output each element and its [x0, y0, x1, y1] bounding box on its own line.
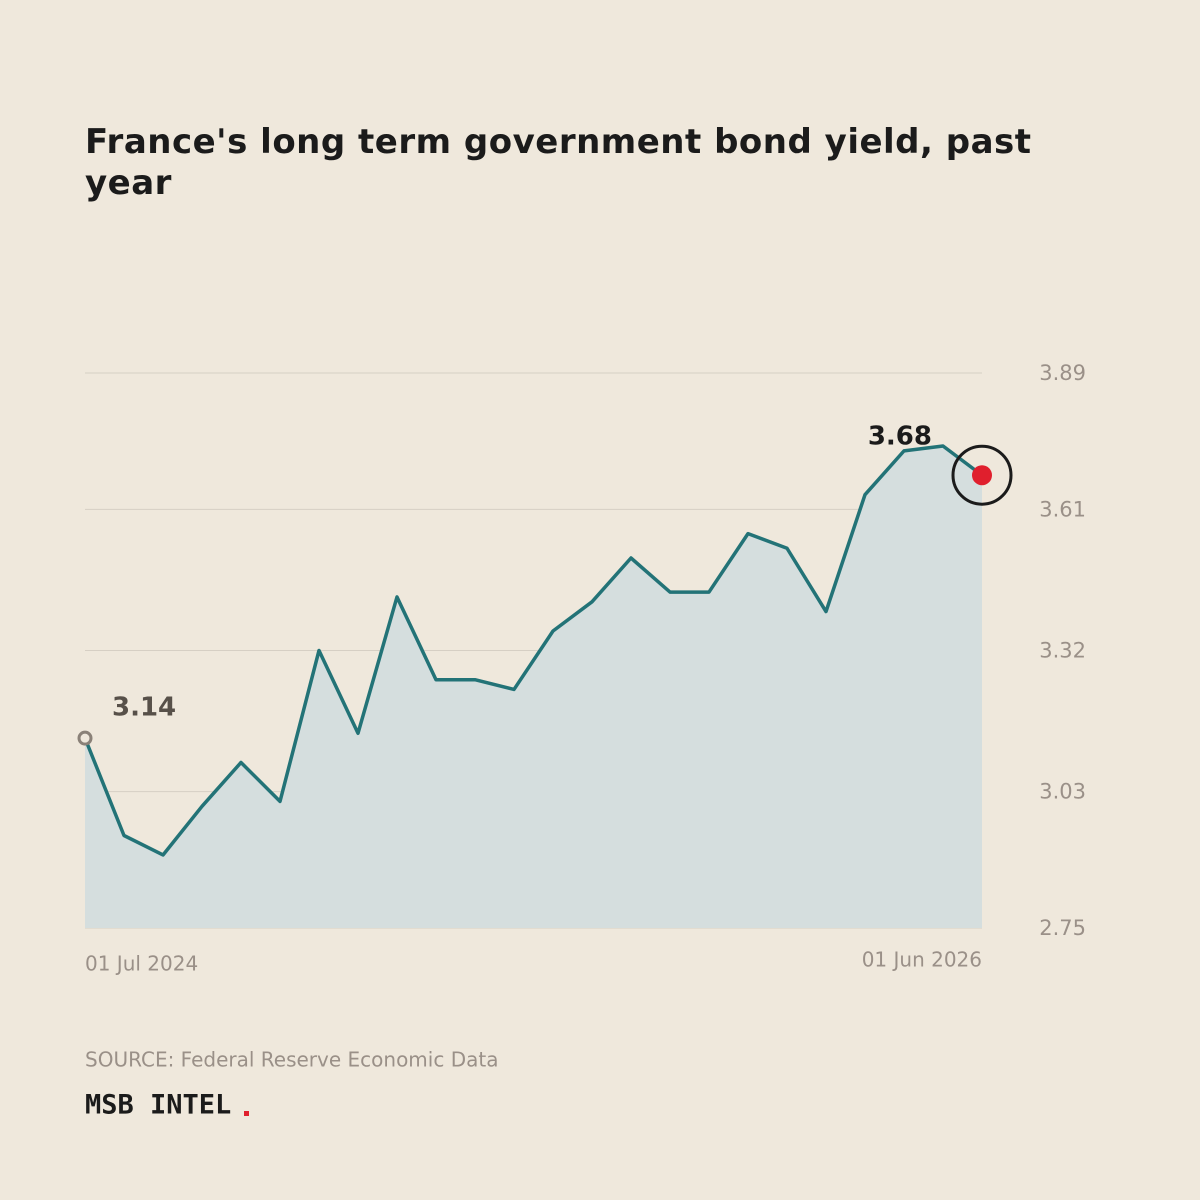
- y-tick-label: 3.61: [1039, 497, 1086, 521]
- end-ring: [951, 444, 1013, 506]
- brand: MSB INTEL: [85, 1090, 231, 1121]
- y-tick-label: 3.03: [1039, 780, 1086, 804]
- y-tick-label: 3.32: [1039, 639, 1086, 663]
- y-tick-label: 3.89: [1039, 361, 1086, 385]
- source: SOURCE: Federal Reserve Economic Data: [85, 1048, 498, 1072]
- brand-dot: [244, 1111, 249, 1116]
- end-value-label: 3.68: [868, 422, 932, 452]
- chart-title: France's long term government bond yield…: [85, 122, 1032, 203]
- line: [83, 444, 984, 857]
- x-tick-label: 01 Jun 2026: [862, 948, 982, 972]
- start-marker: [77, 730, 93, 746]
- start-value-label: 3.14: [112, 693, 176, 723]
- area: [85, 446, 982, 928]
- y-tick-label: 2.75: [1039, 916, 1086, 940]
- x-tick-label: 01 Jul 2024: [85, 952, 198, 976]
- end-marker: [972, 465, 992, 486]
